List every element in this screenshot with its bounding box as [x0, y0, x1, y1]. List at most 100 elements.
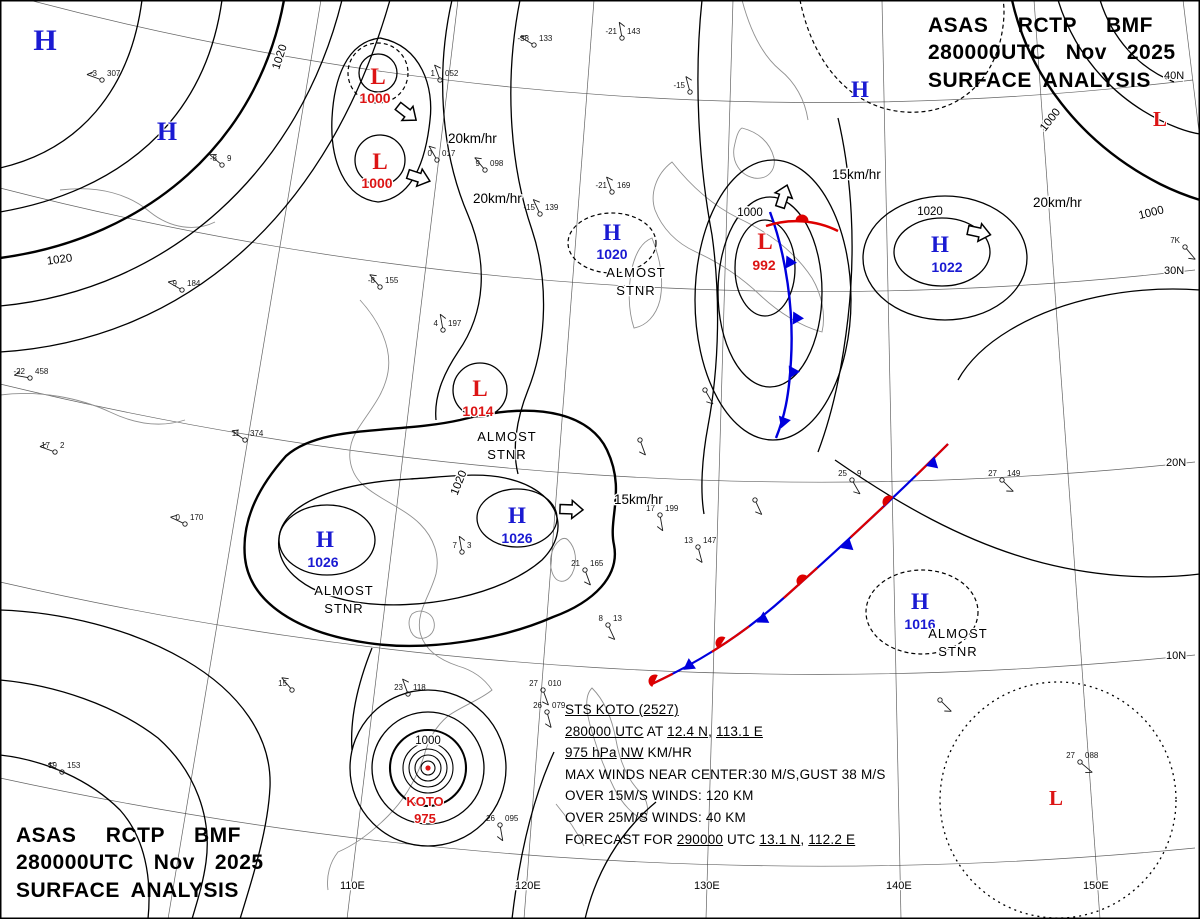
station-plot: -22 458 [13, 367, 49, 381]
isobar-label: 1020 [449, 469, 470, 497]
station-plot: 9 098 [474, 157, 504, 173]
svg-text:1: 1 [431, 69, 436, 78]
typhoon-symbol: KOTO 975 [349, 689, 507, 847]
grid-label: 120E [515, 880, 541, 892]
svg-text:-3: -3 [90, 69, 98, 78]
station-plot: 23 118 [394, 678, 426, 697]
station-plot: 27 088 [1066, 751, 1099, 774]
svg-text:L: L [757, 229, 772, 254]
movement-indicator: 15km/hr [559, 491, 665, 520]
grid-label: 20N [1166, 457, 1186, 469]
svg-text:15: 15 [278, 679, 287, 688]
isobar-label: 1020 [917, 206, 943, 218]
fronts-layer [648, 211, 949, 687]
storm-info-line: STS KOTO (2527) [565, 702, 679, 717]
svg-text:27: 27 [1066, 751, 1075, 760]
svg-text:L: L [1153, 107, 1167, 131]
station-plot: 8 13 [599, 614, 622, 640]
svg-text:139: 139 [545, 203, 559, 212]
svg-text:9: 9 [857, 469, 862, 478]
svg-text:ALMOST: ALMOST [606, 265, 665, 280]
svg-text:088: 088 [1085, 751, 1099, 760]
warm-front [765, 214, 839, 233]
station-plot: 19 153 [47, 761, 81, 775]
station-plot: 15 [278, 677, 295, 693]
svg-text:STNR: STNR [487, 447, 526, 462]
svg-text:15km/hr: 15km/hr [614, 492, 663, 507]
svg-text:H: H [931, 232, 949, 257]
svg-text:095: 095 [505, 814, 519, 823]
high-pressure-center: H [156, 116, 178, 147]
svg-text:11: 11 [232, 429, 241, 438]
station-plot [702, 387, 714, 405]
storm-info-line: FORECAST FOR 290000 UTC 13.1 N, 112.2 E [565, 831, 856, 847]
svg-text:20km/hr: 20km/hr [1033, 195, 1082, 210]
svg-text:H: H [851, 77, 869, 102]
svg-text:15km/hr: 15km/hr [832, 167, 881, 182]
storm-info-line: OVER 15M/S WINDS: 120 KM [565, 788, 754, 804]
svg-text:-8: -8 [210, 154, 218, 163]
svg-text:20km/hr: 20km/hr [473, 191, 522, 206]
svg-text:STNR: STNR [616, 283, 655, 298]
valid-time: 280000UTC Nov 2025 [16, 851, 264, 875]
chart-type: SURFACE ANALYSIS [16, 878, 239, 902]
movement-indicator: 15km/hr [773, 166, 883, 210]
svg-text:L: L [372, 149, 387, 174]
svg-text:23: 23 [394, 683, 403, 692]
typhoon-name: KOTO [406, 794, 443, 809]
svg-text:ALMOST: ALMOST [314, 583, 373, 598]
isobar-label: 1000 [1137, 204, 1165, 222]
station-plot: 26 079 [533, 701, 566, 728]
svg-text:-15: -15 [523, 203, 535, 212]
grid-label: 30N [1164, 265, 1184, 277]
svg-text:27: 27 [988, 469, 997, 478]
svg-text:0: 0 [176, 513, 181, 522]
valid-time: 280000UTC Nov 2025 [928, 41, 1176, 65]
svg-text:153: 153 [67, 761, 81, 770]
svg-text:-21: -21 [595, 181, 607, 190]
station-plot: -15 [673, 76, 693, 95]
svg-text:-38: -38 [517, 34, 529, 43]
svg-text:149: 149 [1007, 469, 1021, 478]
svg-text:307: 307 [107, 69, 121, 78]
svg-text:155: 155 [385, 276, 399, 285]
svg-text:-8: -8 [368, 276, 376, 285]
svg-text:L: L [1049, 786, 1063, 810]
station-plot: -15 139 [523, 199, 559, 217]
svg-text:-22: -22 [13, 367, 25, 376]
svg-text:3: 3 [467, 541, 472, 550]
svg-text:H: H [603, 220, 621, 245]
svg-text:13: 13 [684, 536, 693, 545]
svg-text:7K: 7K [1170, 236, 1180, 245]
station-plot: 7K [1170, 236, 1196, 260]
svg-text:0: 0 [428, 149, 433, 158]
station-plot: 27 010 [529, 679, 562, 706]
svg-text:992: 992 [752, 257, 776, 273]
svg-text:STNR: STNR [324, 601, 363, 616]
cold-front [768, 211, 804, 439]
svg-text:118: 118 [413, 683, 426, 692]
svg-text:1014: 1014 [462, 403, 493, 419]
storm-info-line: 975 hPa NW KM/HR [565, 745, 693, 761]
movement-arrow-icon [966, 221, 992, 243]
isobar-label: 1000 [737, 207, 763, 219]
station-plot: -3 307 [86, 69, 121, 83]
svg-text:-15: -15 [673, 81, 685, 90]
high-pressure-center: H 1022 [930, 231, 964, 276]
svg-text:L: L [370, 64, 385, 89]
isobar-label: 1020 [46, 252, 73, 267]
low-pressure-center: L [1048, 785, 1064, 811]
svg-text:H: H [316, 527, 334, 552]
station-plot: -21 143 [605, 21, 641, 41]
svg-text:010: 010 [548, 679, 562, 688]
high-pressure-center: H [850, 76, 870, 103]
svg-text:26: 26 [533, 701, 542, 710]
svg-text:9: 9 [227, 154, 232, 163]
grid-label: 10N [1166, 650, 1186, 662]
